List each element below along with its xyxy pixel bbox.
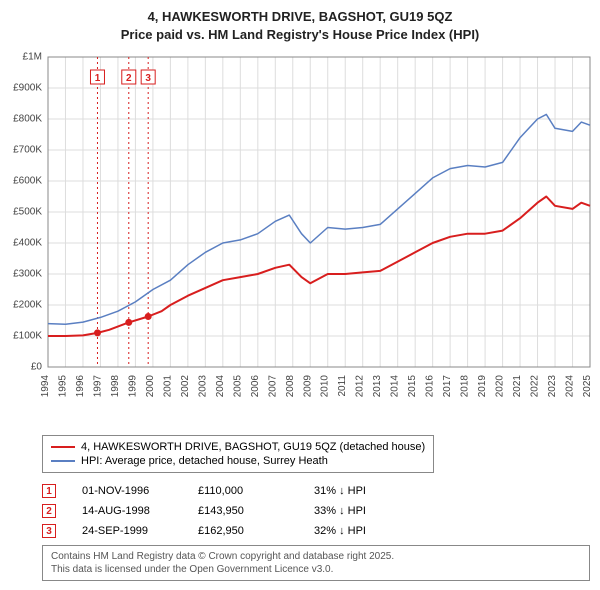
svg-text:1: 1 <box>95 73 101 84</box>
svg-text:2023: 2023 <box>547 375 558 398</box>
line-chart-svg: £0 £100K £200K £300K £400K £500K £600K £700K £80… <box>0 49 600 429</box>
legend-label: 4, HAWKESWORTH DRIVE, BAGSHOT, GU19 5QZ … <box>81 441 425 453</box>
svg-text:£900K: £900K <box>13 83 42 94</box>
svg-text:2003: 2003 <box>197 375 208 398</box>
svg-text:2018: 2018 <box>460 375 471 398</box>
svg-text:2013: 2013 <box>372 375 383 398</box>
footer-line1: Contains HM Land Registry data © Crown c… <box>51 550 581 563</box>
svg-text:1999: 1999 <box>127 375 138 398</box>
svg-text:£600K: £600K <box>13 176 42 187</box>
sale-marker-number: 1 <box>42 484 56 498</box>
sale-marker-number: 3 <box>42 524 56 538</box>
footer-attribution: Contains HM Land Registry data © Crown c… <box>42 545 590 581</box>
footer-line2: This data is licensed under the Open Gov… <box>51 563 581 576</box>
sale-price: £143,950 <box>198 505 288 517</box>
svg-text:2015: 2015 <box>407 375 418 398</box>
legend-row: HPI: Average price, detached house, Surr… <box>51 454 425 468</box>
svg-text:2004: 2004 <box>215 375 226 398</box>
svg-text:2021: 2021 <box>512 375 523 398</box>
chart-title-block: 4, HAWKESWORTH DRIVE, BAGSHOT, GU19 5QZ … <box>0 0 600 49</box>
legend-swatch <box>51 446 75 448</box>
svg-text:2025: 2025 <box>582 375 593 398</box>
sale-price: £162,950 <box>198 525 288 537</box>
sales-table: 1 01-NOV-1996 £110,000 31% ↓ HPI 2 14-AUG-199… <box>42 481 590 541</box>
svg-text:2014: 2014 <box>390 375 401 398</box>
sale-row: 3 24-SEP-1999 £162,950 32% ↓ HPI <box>42 521 590 541</box>
sale-hpi-diff: 33% ↓ HPI <box>314 505 366 517</box>
svg-text:2020: 2020 <box>495 375 506 398</box>
svg-text:£200K: £200K <box>13 300 42 311</box>
svg-text:1995: 1995 <box>57 375 68 398</box>
svg-text:1998: 1998 <box>110 375 121 398</box>
svg-text:2006: 2006 <box>250 375 261 398</box>
chart-title-line2: Price paid vs. HM Land Registry's House … <box>0 26 600 44</box>
svg-text:£500K: £500K <box>13 207 42 218</box>
svg-text:3: 3 <box>145 73 151 84</box>
svg-text:1996: 1996 <box>75 375 86 398</box>
svg-text:£300K: £300K <box>13 269 42 280</box>
sale-date: 14-AUG-1998 <box>82 505 172 517</box>
svg-text:2002: 2002 <box>180 375 191 398</box>
svg-text:2008: 2008 <box>285 375 296 398</box>
sale-hpi-diff: 31% ↓ HPI <box>314 485 366 497</box>
legend-label: HPI: Average price, detached house, Surr… <box>81 455 328 467</box>
sale-date: 24-SEP-1999 <box>82 525 172 537</box>
svg-text:2017: 2017 <box>442 375 453 398</box>
svg-text:£800K: £800K <box>13 114 42 125</box>
svg-text:£100K: £100K <box>13 331 42 342</box>
chart-plot-area: £0 £100K £200K £300K £400K £500K £600K £700K £80… <box>0 49 600 429</box>
svg-text:£0: £0 <box>31 362 43 373</box>
svg-text:2005: 2005 <box>232 375 243 398</box>
svg-text:£1M: £1M <box>23 52 42 63</box>
svg-text:1997: 1997 <box>92 375 103 398</box>
chart-container: { "title": { "line1": "4, HAWKESWORTH DR… <box>0 0 600 581</box>
svg-text:2009: 2009 <box>302 375 313 398</box>
sale-date: 01-NOV-1996 <box>82 485 172 497</box>
svg-text:£400K: £400K <box>13 238 42 249</box>
svg-text:2007: 2007 <box>267 375 278 398</box>
svg-text:2024: 2024 <box>565 375 576 398</box>
legend-row: 4, HAWKESWORTH DRIVE, BAGSHOT, GU19 5QZ … <box>51 440 425 454</box>
sale-price: £110,000 <box>198 485 288 497</box>
svg-text:2000: 2000 <box>145 375 156 398</box>
sale-marker-number: 2 <box>42 504 56 518</box>
chart-title-line1: 4, HAWKESWORTH DRIVE, BAGSHOT, GU19 5QZ <box>0 8 600 26</box>
sale-row: 1 01-NOV-1996 £110,000 31% ↓ HPI <box>42 481 590 501</box>
svg-text:2010: 2010 <box>320 375 331 398</box>
svg-text:2016: 2016 <box>425 375 436 398</box>
svg-text:2022: 2022 <box>530 375 541 398</box>
svg-text:2: 2 <box>126 73 132 84</box>
svg-text:1994: 1994 <box>40 375 51 398</box>
chart-legend: 4, HAWKESWORTH DRIVE, BAGSHOT, GU19 5QZ … <box>42 435 434 473</box>
svg-text:2011: 2011 <box>337 375 348 397</box>
svg-text:2012: 2012 <box>355 375 366 398</box>
sale-row: 2 14-AUG-1998 £143,950 33% ↓ HPI <box>42 501 590 521</box>
svg-text:2001: 2001 <box>162 375 173 398</box>
svg-text:2019: 2019 <box>477 375 488 398</box>
sale-hpi-diff: 32% ↓ HPI <box>314 525 366 537</box>
legend-swatch <box>51 460 75 462</box>
svg-text:£700K: £700K <box>13 145 42 156</box>
